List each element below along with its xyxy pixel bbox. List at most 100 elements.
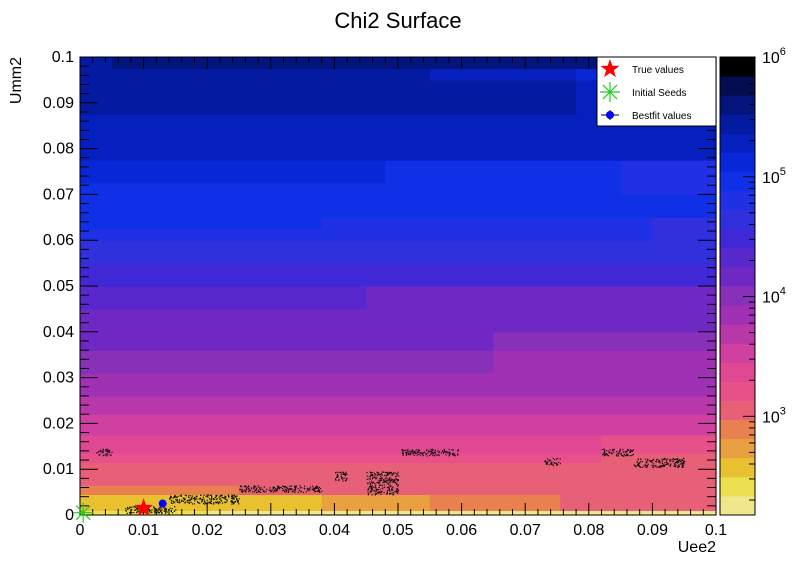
- contour-dot: [287, 490, 289, 492]
- contour-dot: [371, 482, 373, 484]
- contour-dot: [452, 453, 454, 455]
- contour-dot: [650, 461, 652, 463]
- contour-dot: [105, 449, 107, 451]
- contour-dot: [372, 482, 374, 484]
- contour-dot: [374, 482, 376, 484]
- contour-dot: [129, 512, 131, 514]
- contour-dot: [284, 487, 286, 489]
- contour-dot: [664, 462, 666, 464]
- heatmap-cell: [80, 57, 113, 70]
- colorbar-label: 104: [762, 286, 786, 307]
- contour-dot: [678, 464, 680, 466]
- contour-dot: [307, 488, 309, 490]
- contour-dot: [378, 482, 380, 484]
- contour-dot: [198, 502, 200, 504]
- contour-dot: [284, 491, 286, 493]
- contour-dot: [377, 472, 380, 474]
- contour-dot: [425, 453, 427, 455]
- contour-dot: [681, 465, 684, 467]
- colorbar-swatch: [720, 419, 755, 440]
- contour-dot: [370, 486, 372, 488]
- contour-dot: [641, 466, 643, 468]
- contour-dot: [257, 485, 259, 487]
- contour-dot: [213, 498, 215, 500]
- contour-dot: [174, 506, 176, 508]
- contour-dot: [423, 451, 426, 453]
- contour-dot: [230, 500, 232, 502]
- contour-dot: [386, 490, 388, 492]
- contour-dot: [147, 511, 149, 513]
- contour-dot: [215, 498, 217, 501]
- contour-dot: [402, 452, 404, 455]
- contour-dot: [389, 477, 391, 479]
- contour-dot: [343, 472, 345, 474]
- colorbar-swatch: [720, 400, 755, 421]
- contour-dot: [344, 474, 346, 476]
- contour-dot: [285, 490, 288, 492]
- contour-dot: [393, 472, 395, 474]
- contour-dot: [375, 487, 377, 489]
- contour-dot: [130, 506, 132, 508]
- heatmap-cell: [80, 217, 323, 230]
- contour-dot: [366, 471, 368, 474]
- heatmap-cell: [80, 194, 717, 218]
- contour-dot: [210, 500, 212, 503]
- contour-dot: [603, 455, 605, 457]
- contour-dot: [393, 480, 395, 482]
- contour-dot: [414, 451, 416, 453]
- contour-dot: [374, 485, 376, 487]
- contour-dot: [391, 488, 393, 490]
- contour-dot: [550, 462, 552, 464]
- contour-dot: [102, 451, 104, 453]
- contour-dot: [366, 475, 368, 477]
- contour-dot: [602, 454, 604, 456]
- contour-dot: [395, 491, 398, 493]
- contour-dot: [397, 479, 399, 481]
- contour-dot: [154, 508, 156, 510]
- contour-dot: [175, 499, 177, 501]
- contour-cluster: [96, 448, 113, 457]
- contour-dot: [343, 477, 345, 479]
- contour-dot: [425, 453, 427, 455]
- contour-dot: [185, 495, 187, 497]
- contour-dot: [164, 508, 166, 510]
- contour-dot: [441, 450, 443, 452]
- colorbar-swatch: [720, 152, 755, 172]
- contour-dot: [391, 474, 393, 476]
- contour-dot: [369, 483, 371, 485]
- contour-cluster: [633, 457, 686, 469]
- contour-dot: [165, 508, 167, 510]
- contour-dot: [298, 489, 301, 491]
- contour-dot: [604, 454, 606, 456]
- colorbar-swatch: [720, 362, 755, 382]
- contour-dot: [224, 495, 226, 497]
- contour-dot: [386, 492, 388, 494]
- contour-dot: [646, 465, 648, 467]
- contour-dot: [369, 471, 371, 473]
- contour-dot: [669, 465, 671, 467]
- contour-dot: [318, 486, 320, 488]
- contour-dot: [101, 452, 104, 454]
- heatmap-cell: [80, 350, 494, 374]
- contour-dot: [445, 454, 447, 456]
- contour-dot: [291, 488, 293, 490]
- contour-dot: [211, 496, 213, 498]
- contour-dot: [207, 496, 209, 498]
- contour-dot: [641, 461, 643, 463]
- x-tick-label: 0: [76, 522, 85, 539]
- contour-dot: [386, 491, 388, 494]
- contour-dot: [129, 506, 131, 508]
- contour-dot: [625, 454, 627, 456]
- heatmap-cell: [80, 160, 386, 184]
- contour-dot: [316, 490, 318, 492]
- contour-dot: [186, 499, 188, 501]
- contour-dot: [304, 485, 306, 487]
- contour-dot: [558, 461, 560, 463]
- contour-dot: [681, 459, 683, 461]
- contour-dot: [625, 452, 627, 454]
- contour-dot: [551, 463, 553, 465]
- contour-dot: [380, 493, 382, 495]
- contour-dot: [433, 455, 436, 457]
- contour-dot: [605, 454, 607, 456]
- contour-dot: [203, 498, 205, 500]
